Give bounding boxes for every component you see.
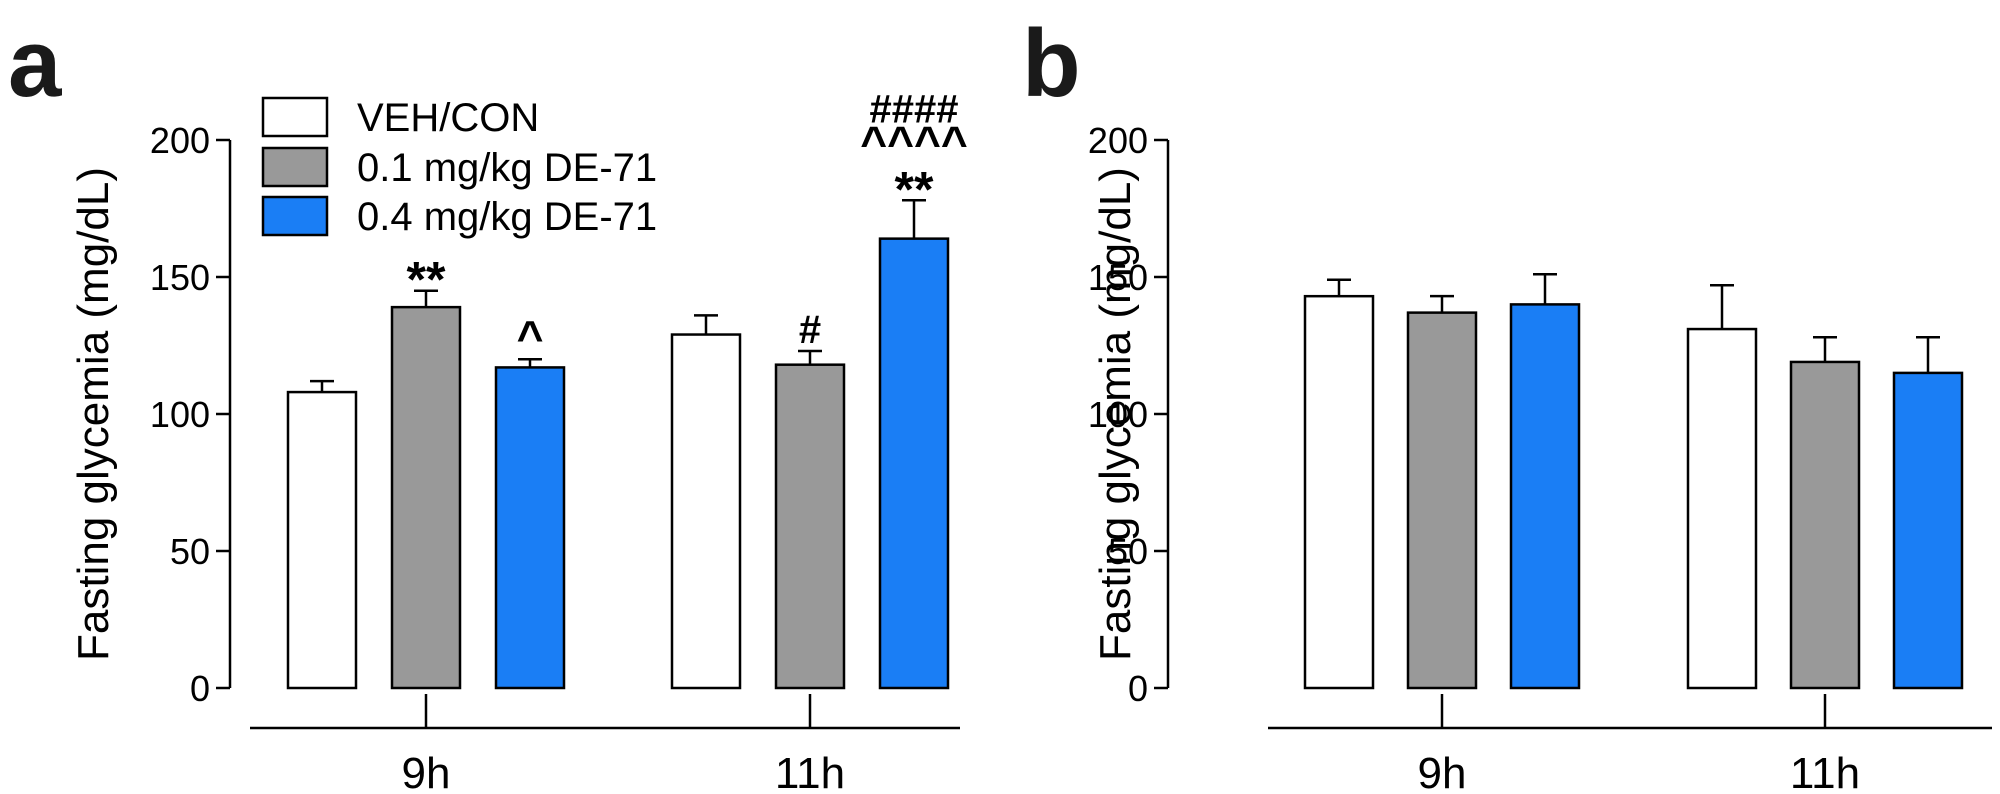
legend: VEH/CON 0.1 mg/kg DE-71 0.4 mg/kg DE-71 (261, 96, 657, 239)
panel-a-x-tick-label-11h: 11h (775, 749, 845, 794)
panel-b-bar-11h-series-1 (1789, 360, 1861, 690)
panel-a-y-tick-label-100: 100 (150, 394, 210, 435)
panel-a-bar-9h-series-0 (286, 390, 358, 690)
panel-b-y-tick-label-150: 150 (1088, 257, 1148, 298)
panel-b-bar-11h-series-0 (1686, 327, 1758, 690)
panel-b-y-tick-label-100: 100 (1088, 394, 1148, 435)
panel-a-significance-2-0: # (799, 308, 821, 352)
legend-swatch-0-1-mg-kg (261, 146, 329, 188)
panel-a-y-tick-label-200: 200 (150, 120, 210, 161)
panel-a-y-tick-label-0: 0 (190, 668, 210, 709)
panel-b-y-axis-label: Fasting glycemia (mg/dL) (1091, 167, 1140, 661)
panel-letter-a: a (8, 10, 62, 117)
panel-a-bar-11h-series-0 (670, 333, 742, 690)
panel-b-bar-9h-series-2 (1509, 303, 1581, 690)
panel-a-y-tick-label-150: 150 (150, 257, 210, 298)
panel-a-y-tick-label-50: 50 (170, 531, 210, 572)
legend-swatch-0-4-mg-kg (261, 195, 329, 237)
legend-label-veh-con: VEH/CON (357, 96, 539, 140)
panel-b-y-tick-label-50: 50 (1108, 531, 1148, 572)
panel-a-significance-3-1: ^^^^ (860, 116, 967, 168)
legend-label-0-4-mg-kg: 0.4 mg/kg DE-71 (357, 195, 657, 239)
panel-b-x-tick-label-11h: 11h (1790, 749, 1860, 794)
panel-a-significance-0-0: ** (407, 252, 446, 308)
panel-a-x-tick-label-9h: 9h (402, 749, 451, 794)
panel-b-bar-11h-series-2 (1892, 371, 1964, 690)
panel-a-bar-11h-series-1 (774, 363, 846, 690)
panel-b-bar-9h-series-1 (1406, 311, 1478, 690)
legend-label-0-1-mg-kg: 0.1 mg/kg DE-71 (357, 146, 657, 190)
panel-b-y-tick-label-0: 0 (1128, 668, 1148, 709)
panel-letter-b: b (1022, 10, 1081, 117)
panel-a-bar-9h-series-2 (494, 366, 566, 690)
panel-a-significance-3-2: #### (870, 87, 959, 131)
panel-b-y-tick-label-200: 200 (1088, 120, 1148, 161)
legend-swatch-veh-con (261, 96, 329, 138)
panel-a-y-axis-label: Fasting glycemia (mg/dL) (69, 167, 118, 661)
panel-a-bar-9h-series-1 (390, 305, 462, 690)
panel-a-significance-3-0: ** (895, 161, 934, 217)
panel-a-significance-1-0: ^ (517, 311, 544, 363)
panel-a-bar-11h-series-2 (878, 237, 950, 690)
panel-b-x-tick-label-9h: 9h (1418, 749, 1467, 794)
panel-b-bar-9h-series-0 (1303, 294, 1375, 690)
